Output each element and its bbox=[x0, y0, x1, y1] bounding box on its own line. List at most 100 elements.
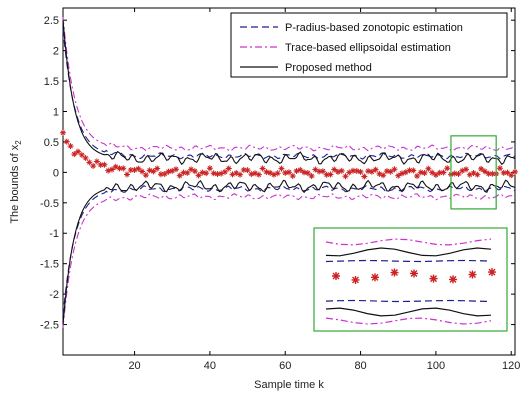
legend-label-zonotopic: P-radius-based zonotopic estimation bbox=[285, 22, 463, 34]
state-marker bbox=[237, 171, 244, 178]
state-marker bbox=[286, 169, 292, 176]
state-marker bbox=[93, 158, 100, 165]
state-marker bbox=[131, 166, 138, 173]
state-marker bbox=[142, 172, 149, 179]
state-marker bbox=[410, 167, 417, 174]
state-marker bbox=[406, 167, 413, 174]
zoom-inset-marker bbox=[390, 268, 399, 277]
y-tick-label: -0.5 bbox=[40, 198, 59, 210]
state-marker bbox=[304, 169, 311, 176]
state-marker bbox=[233, 170, 240, 177]
state-marker bbox=[259, 165, 266, 172]
series-line-dashdot-lower bbox=[62, 193, 516, 328]
state-marker bbox=[331, 166, 338, 173]
state-marker bbox=[184, 169, 191, 176]
state-marker bbox=[357, 168, 364, 175]
zoom-inset-marker bbox=[351, 275, 360, 284]
y-tick-label: 2 bbox=[53, 46, 59, 58]
state-marker bbox=[387, 168, 394, 175]
state-marker bbox=[432, 171, 439, 178]
state-marker bbox=[105, 167, 112, 174]
state-marker bbox=[429, 169, 436, 176]
state-marker bbox=[414, 173, 421, 180]
y-tick-label: 0.5 bbox=[44, 137, 59, 149]
zoom-inset-marker bbox=[371, 273, 379, 282]
x-tick-label: 40 bbox=[204, 360, 216, 372]
legend-label-ellipsoidal: Trace-based ellipsoidal estimation bbox=[285, 42, 451, 54]
state-marker bbox=[512, 168, 518, 175]
x-tick-label: 80 bbox=[354, 360, 366, 372]
state-marker bbox=[459, 167, 466, 174]
state-marker bbox=[282, 169, 289, 176]
state-marker bbox=[425, 165, 432, 172]
zoom-inset-line bbox=[325, 247, 492, 257]
state-marker bbox=[489, 170, 496, 177]
state-marker bbox=[120, 165, 127, 172]
y-tick-label: -1.5 bbox=[40, 259, 59, 271]
x-tick-label: 120 bbox=[502, 360, 520, 372]
state-marker bbox=[274, 170, 281, 177]
state-marker bbox=[240, 166, 247, 173]
state-marker bbox=[139, 168, 146, 175]
zoom-inset-marker bbox=[449, 275, 457, 284]
x-tick-label: 100 bbox=[427, 360, 445, 372]
zoom-inset-line bbox=[325, 299, 492, 303]
state-marker bbox=[154, 165, 161, 172]
x-axis-label: Sample time k bbox=[254, 379, 324, 391]
state-marker bbox=[112, 163, 119, 170]
state-marker bbox=[334, 168, 341, 175]
state-marker bbox=[229, 171, 236, 178]
state-marker bbox=[63, 138, 70, 145]
zoom-inset-line bbox=[325, 307, 492, 317]
state-marker bbox=[478, 165, 485, 172]
state-marker bbox=[346, 169, 353, 176]
legend: P-radius-based zonotopic estimation Trac… bbox=[230, 12, 508, 78]
y-tick-label: 1 bbox=[53, 106, 59, 118]
x-tick-label: 20 bbox=[128, 360, 140, 372]
state-marker bbox=[444, 165, 451, 172]
state-marker bbox=[463, 166, 470, 173]
state-marker bbox=[199, 169, 206, 176]
state-marker bbox=[97, 161, 104, 168]
zoom-inset-marker bbox=[410, 269, 418, 278]
state-marker bbox=[108, 166, 115, 173]
state-marker bbox=[255, 171, 262, 178]
state-marker bbox=[60, 129, 66, 136]
state-marker bbox=[146, 167, 153, 174]
state-marker bbox=[376, 170, 383, 177]
state-marker bbox=[301, 169, 308, 176]
state-marker bbox=[470, 169, 477, 176]
state-marker bbox=[248, 171, 255, 178]
state-marker bbox=[297, 166, 304, 173]
state-marker bbox=[466, 171, 473, 178]
series-line-dashed-lower bbox=[62, 185, 516, 316]
state-marker bbox=[127, 167, 134, 174]
svg-text:The bounds of x2: The bounds of x2 bbox=[9, 140, 23, 224]
zoom-inset-line bbox=[325, 317, 492, 325]
state-marker bbox=[350, 167, 357, 174]
series-line-dashdot-upper bbox=[62, 17, 516, 152]
state-marker bbox=[203, 170, 210, 177]
state-marker bbox=[78, 151, 85, 158]
state-marker bbox=[327, 171, 334, 178]
state-marker bbox=[135, 165, 142, 172]
state-marker bbox=[365, 168, 372, 175]
state-marker bbox=[451, 170, 458, 177]
state-marker bbox=[218, 170, 225, 177]
state-marker bbox=[165, 168, 172, 175]
state-marker bbox=[417, 169, 424, 176]
state-marker bbox=[338, 167, 345, 174]
y-tick-label: 1.5 bbox=[44, 76, 59, 88]
y-tick-label: 2.5 bbox=[44, 15, 59, 27]
state-marker bbox=[124, 171, 131, 178]
state-marker bbox=[101, 161, 108, 168]
state-marker bbox=[508, 172, 515, 179]
state-marker bbox=[436, 169, 443, 176]
state-marker bbox=[481, 168, 488, 175]
state-marker bbox=[399, 170, 405, 177]
state-marker bbox=[323, 171, 330, 178]
state-marker bbox=[308, 172, 315, 179]
legend-box bbox=[230, 12, 508, 78]
